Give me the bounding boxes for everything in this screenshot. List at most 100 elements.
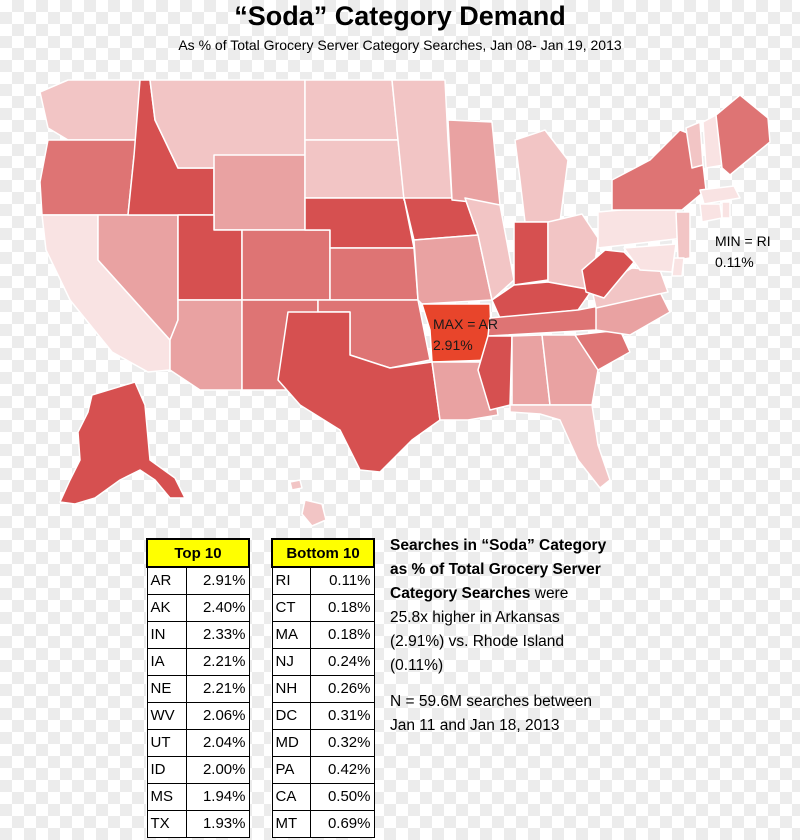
state-cell: DC: [271, 702, 312, 730]
table-row: CA 0.50%: [271, 783, 375, 811]
top-10-table: Top 10 AR 2.91% AK 2.40% IN 2.33% IA 2.21% NE 2.2…: [146, 538, 250, 838]
value-cell: 0.26%: [310, 675, 375, 703]
table-row: ID 2.00%: [146, 756, 250, 784]
summary-bold-line: Searches in “Soda” Category: [390, 537, 607, 554]
state-ks: [329, 247, 419, 301]
table-row: NJ 0.24%: [271, 648, 375, 676]
state-me: [715, 94, 771, 176]
bottom-10-table: Bottom 10 RI 0.11% CT 0.18% MA 0.18% NJ 0.24% NH…: [271, 538, 375, 838]
state-cell: AR: [146, 566, 187, 595]
state-wa: [39, 79, 141, 141]
page-title: “Soda” Category Demand: [234, 1, 566, 31]
value-cell: 2.06%: [185, 702, 250, 730]
value-cell: 0.18%: [310, 621, 375, 649]
state-ar: [421, 303, 493, 363]
value-cell: 1.94%: [185, 783, 250, 811]
state-cell: NH: [271, 675, 312, 703]
state-sd: [304, 139, 405, 199]
state-pa: [597, 204, 685, 249]
state-or: [39, 139, 141, 216]
state-il: [464, 197, 515, 301]
table-row: MD 0.32%: [271, 729, 375, 757]
state-cell: IA: [146, 648, 187, 676]
table-row: TX 1.93%: [146, 810, 250, 838]
state-wy: [213, 154, 306, 231]
table-row: WV 2.06%: [146, 702, 250, 730]
state-cell: MA: [271, 621, 312, 649]
state-ak: [59, 381, 186, 505]
max-annotation-label: MAX = AR: [433, 316, 498, 332]
state-cell: TX: [146, 810, 187, 838]
min-annotation-value: 0.11%: [715, 254, 754, 270]
state-ri: [721, 201, 731, 219]
state-az: [169, 299, 243, 391]
table-row: AK 2.40%: [146, 594, 250, 622]
min-annotation: MIN = RI 0.11%: [715, 231, 771, 273]
state-ma: [699, 185, 741, 205]
state-cell: ID: [146, 756, 187, 784]
state-hi: [289, 479, 327, 527]
max-annotation: MAX = AR 2.91%: [433, 314, 498, 356]
value-cell: 0.31%: [310, 702, 375, 730]
summary-bold-line: as % of Total Grocery Server: [390, 561, 601, 578]
state-ct: [699, 203, 723, 223]
state-in: [513, 221, 549, 286]
state-wi: [447, 119, 501, 206]
summary-text-line: (0.11%): [390, 657, 444, 674]
table-row: CT 0.18%: [271, 594, 375, 622]
value-cell: 0.32%: [310, 729, 375, 757]
value-cell: 2.21%: [185, 648, 250, 676]
summary-text-line: were: [530, 585, 569, 602]
state-cell: CT: [271, 594, 312, 622]
value-cell: 0.18%: [310, 594, 375, 622]
page-subtitle: As % of Total Grocery Server Category Se…: [178, 37, 622, 53]
state-cell: RI: [271, 566, 312, 595]
state-md: [623, 243, 677, 273]
value-cell: 2.00%: [185, 756, 250, 784]
value-cell: 1.93%: [185, 810, 250, 838]
state-co: [241, 229, 331, 301]
table-row: IA 2.21%: [146, 648, 250, 676]
state-ga: [541, 334, 599, 406]
table-row: RI 0.11%: [271, 566, 375, 595]
table-row: NE 2.21%: [146, 675, 250, 703]
table-row: UT 2.04%: [146, 729, 250, 757]
state-fl: [509, 404, 611, 489]
top-10-header: Top 10: [146, 538, 250, 568]
value-cell: 0.11%: [310, 566, 375, 595]
table-row: PA 0.42%: [271, 756, 375, 784]
table-row: MT 0.69%: [271, 810, 375, 838]
state-cell: MS: [146, 783, 187, 811]
summary-text: Searches in “Soda” Category as % of Tota…: [390, 534, 645, 738]
value-cell: 2.33%: [185, 621, 250, 649]
state-ms: [477, 335, 513, 411]
max-annotation-value: 2.91%: [433, 337, 473, 353]
state-cell: UT: [146, 729, 187, 757]
state-mi: [514, 129, 569, 223]
table-row: MA 0.18%: [271, 621, 375, 649]
table-row: IN 2.33%: [146, 621, 250, 649]
value-cell: 0.69%: [310, 810, 375, 838]
summary-text-line: 25.8x higher in Arkansas: [390, 609, 560, 626]
state-cell: CA: [271, 783, 312, 811]
min-annotation-label: MIN = RI: [715, 233, 771, 249]
footnote-line: Jan 11 and Jan 18, 2013: [390, 717, 560, 734]
table-row: MS 1.94%: [146, 783, 250, 811]
bottom-10-header: Bottom 10: [271, 538, 375, 568]
value-cell: 0.50%: [310, 783, 375, 811]
value-cell: 2.04%: [185, 729, 250, 757]
state-mo: [413, 234, 493, 305]
table-row: AR 2.91%: [146, 566, 250, 595]
value-cell: 0.42%: [310, 756, 375, 784]
summary-text-line: (2.91%) vs. Rhode Island: [390, 633, 565, 650]
value-cell: 2.91%: [185, 566, 250, 595]
value-cell: 2.21%: [185, 675, 250, 703]
table-row: NH 0.26%: [271, 675, 375, 703]
state-cell: MT: [271, 810, 312, 838]
state-nd: [304, 79, 399, 141]
state-cell: AK: [146, 594, 187, 622]
state-cell: NJ: [271, 648, 312, 676]
state-vt: [685, 121, 704, 169]
state-cell: PA: [271, 756, 312, 784]
